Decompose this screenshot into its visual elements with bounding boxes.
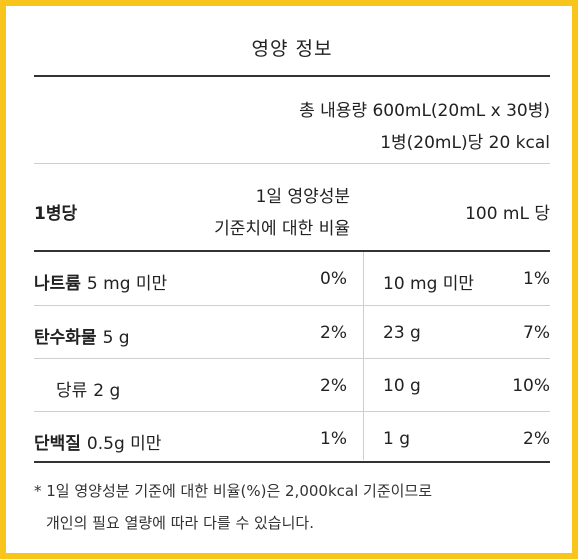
nutrient-percent: 2% bbox=[320, 376, 347, 396]
row-divider bbox=[34, 305, 550, 306]
nutrient-amount: 2 g bbox=[93, 381, 121, 401]
row-divider bbox=[34, 411, 550, 412]
nutrient-name: 탄수화물 bbox=[34, 328, 97, 348]
nutrient-percent: 0% bbox=[320, 269, 347, 289]
header-daily-value-line1: 1일 영양성분 bbox=[255, 187, 350, 207]
nutrient-amount: 5 mg 미만 bbox=[86, 274, 168, 294]
nutrient-percent-100ml: 10% bbox=[512, 376, 550, 396]
nutrient-amount-100ml: 1 g bbox=[383, 429, 411, 449]
row-divider bbox=[34, 358, 550, 359]
nutrient-percent-100ml: 7% bbox=[523, 323, 550, 343]
header-daily-value-line2: 기준치에 대한 비율 bbox=[214, 219, 350, 239]
nutrient-percent-100ml: 1% bbox=[523, 269, 550, 289]
per-bottle-energy: 1병(20mL)당 20 kcal bbox=[380, 133, 550, 153]
total-content: 총 내용량 600mL(20mL x 30병) bbox=[299, 101, 550, 121]
footnote-line2: 개인의 필요 열량에 따라 다를 수 있습니다. bbox=[46, 514, 314, 532]
table-row: 나트륨 5 mg 미만 bbox=[34, 269, 167, 294]
nutrient-name: 나트륨 bbox=[34, 274, 81, 294]
title-rule bbox=[34, 75, 550, 77]
table-bottom-rule bbox=[34, 461, 550, 463]
header-per-bottle: 1병당 bbox=[34, 204, 78, 224]
nutrient-name: 당류 bbox=[56, 381, 88, 401]
nutrient-percent-100ml: 2% bbox=[523, 429, 550, 449]
nutrient-percent: 1% bbox=[320, 429, 347, 449]
label-title: 영양 정보 bbox=[251, 38, 333, 60]
table-row: 탄수화물 5 g bbox=[34, 323, 130, 348]
column-divider bbox=[363, 252, 364, 460]
header-per-100ml: 100 mL 당 bbox=[465, 204, 550, 224]
table-row: 당류 2 g bbox=[56, 376, 120, 401]
nutrient-percent: 2% bbox=[320, 323, 347, 343]
nutrient-amount: 5 g bbox=[102, 328, 130, 348]
nutrient-name: 단백질 bbox=[34, 434, 81, 454]
table-row: 단백질 0.5g 미만 bbox=[34, 429, 161, 454]
nutrient-amount-100ml: 10 g bbox=[383, 376, 421, 396]
nutrient-amount-100ml: 23 g bbox=[383, 323, 421, 343]
nutrient-amount: 0.5g 미만 bbox=[86, 434, 162, 454]
header-rule bbox=[34, 250, 550, 252]
energy-rule bbox=[34, 163, 550, 164]
nutrient-amount-100ml: 10 mg 미만 bbox=[383, 274, 475, 294]
footnote-line1: * 1일 영양성분 기준에 대한 비율(%)은 2,000kcal 기준이므로 bbox=[34, 482, 433, 500]
